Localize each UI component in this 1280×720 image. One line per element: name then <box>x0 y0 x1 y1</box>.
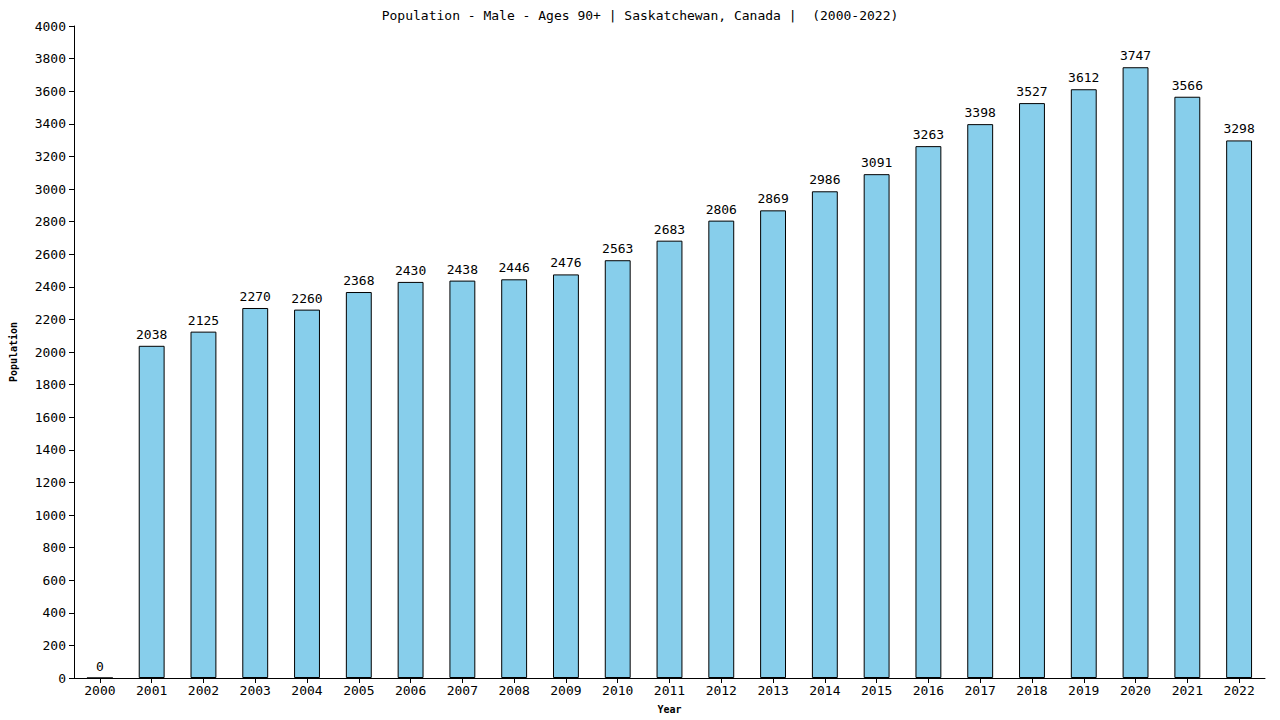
svg-text:2007: 2007 <box>447 683 478 698</box>
svg-text:0: 0 <box>96 659 104 674</box>
svg-text:2019: 2019 <box>1068 683 1099 698</box>
svg-text:2008: 2008 <box>498 683 529 698</box>
svg-text:200: 200 <box>43 638 66 653</box>
svg-text:2002: 2002 <box>188 683 219 698</box>
svg-text:3566: 3566 <box>1172 78 1203 93</box>
svg-text:2038: 2038 <box>136 327 167 342</box>
svg-text:600: 600 <box>43 573 66 588</box>
svg-text:2005: 2005 <box>343 683 374 698</box>
svg-text:3000: 3000 <box>35 182 66 197</box>
svg-text:1200: 1200 <box>35 475 66 490</box>
svg-text:2006: 2006 <box>395 683 426 698</box>
svg-text:3298: 3298 <box>1223 121 1254 136</box>
svg-text:2011: 2011 <box>654 683 685 698</box>
svg-text:2430: 2430 <box>395 263 426 278</box>
svg-text:2001: 2001 <box>136 683 167 698</box>
svg-text:1400: 1400 <box>35 442 66 457</box>
svg-text:2003: 2003 <box>240 683 271 698</box>
svg-text:2013: 2013 <box>757 683 788 698</box>
svg-text:3400: 3400 <box>35 116 66 131</box>
svg-text:3527: 3527 <box>1016 84 1047 99</box>
svg-text:2000: 2000 <box>84 683 115 698</box>
svg-text:3800: 3800 <box>35 51 66 66</box>
svg-text:2400: 2400 <box>35 279 66 294</box>
svg-text:2018: 2018 <box>1016 683 1047 698</box>
svg-text:2368: 2368 <box>343 273 374 288</box>
svg-text:2009: 2009 <box>550 683 581 698</box>
svg-text:2600: 2600 <box>35 247 66 262</box>
svg-text:2446: 2446 <box>498 260 529 275</box>
svg-text:2476: 2476 <box>550 255 581 270</box>
svg-text:0: 0 <box>58 671 66 686</box>
svg-text:2125: 2125 <box>188 313 219 328</box>
svg-text:2986: 2986 <box>809 172 840 187</box>
svg-text:2806: 2806 <box>706 202 737 217</box>
svg-text:3200: 3200 <box>35 149 66 164</box>
svg-text:3747: 3747 <box>1120 48 1151 63</box>
svg-text:4000: 4000 <box>35 19 66 34</box>
svg-text:Population: Population <box>8 322 19 382</box>
svg-text:2022: 2022 <box>1223 683 1254 698</box>
svg-text:2020: 2020 <box>1120 683 1151 698</box>
svg-text:2016: 2016 <box>913 683 944 698</box>
svg-text:2000: 2000 <box>35 345 66 360</box>
svg-text:2563: 2563 <box>602 241 633 256</box>
svg-text:2012: 2012 <box>706 683 737 698</box>
svg-text:2270: 2270 <box>240 289 271 304</box>
svg-text:2260: 2260 <box>291 291 322 306</box>
svg-text:3612: 3612 <box>1068 70 1099 85</box>
svg-text:2015: 2015 <box>861 683 892 698</box>
svg-text:2017: 2017 <box>965 683 996 698</box>
svg-text:2438: 2438 <box>447 262 478 277</box>
svg-text:800: 800 <box>43 540 66 555</box>
svg-text:2004: 2004 <box>291 683 322 698</box>
svg-text:Population - Male - Ages 90+ |: Population - Male - Ages 90+ | Saskatche… <box>382 8 899 23</box>
svg-text:1000: 1000 <box>35 508 66 523</box>
svg-text:1800: 1800 <box>35 377 66 392</box>
svg-text:2010: 2010 <box>602 683 633 698</box>
svg-text:3091: 3091 <box>861 155 892 170</box>
svg-text:2021: 2021 <box>1172 683 1203 698</box>
svg-text:2200: 2200 <box>35 312 66 327</box>
svg-text:3263: 3263 <box>913 127 944 142</box>
svg-text:2869: 2869 <box>757 191 788 206</box>
svg-text:2800: 2800 <box>35 214 66 229</box>
svg-text:3600: 3600 <box>35 84 66 99</box>
svg-text:400: 400 <box>43 605 66 620</box>
svg-text:1600: 1600 <box>35 410 66 425</box>
svg-text:3398: 3398 <box>965 105 996 120</box>
svg-text:2683: 2683 <box>654 222 685 237</box>
svg-text:Year: Year <box>657 704 681 715</box>
svg-text:2014: 2014 <box>809 683 840 698</box>
